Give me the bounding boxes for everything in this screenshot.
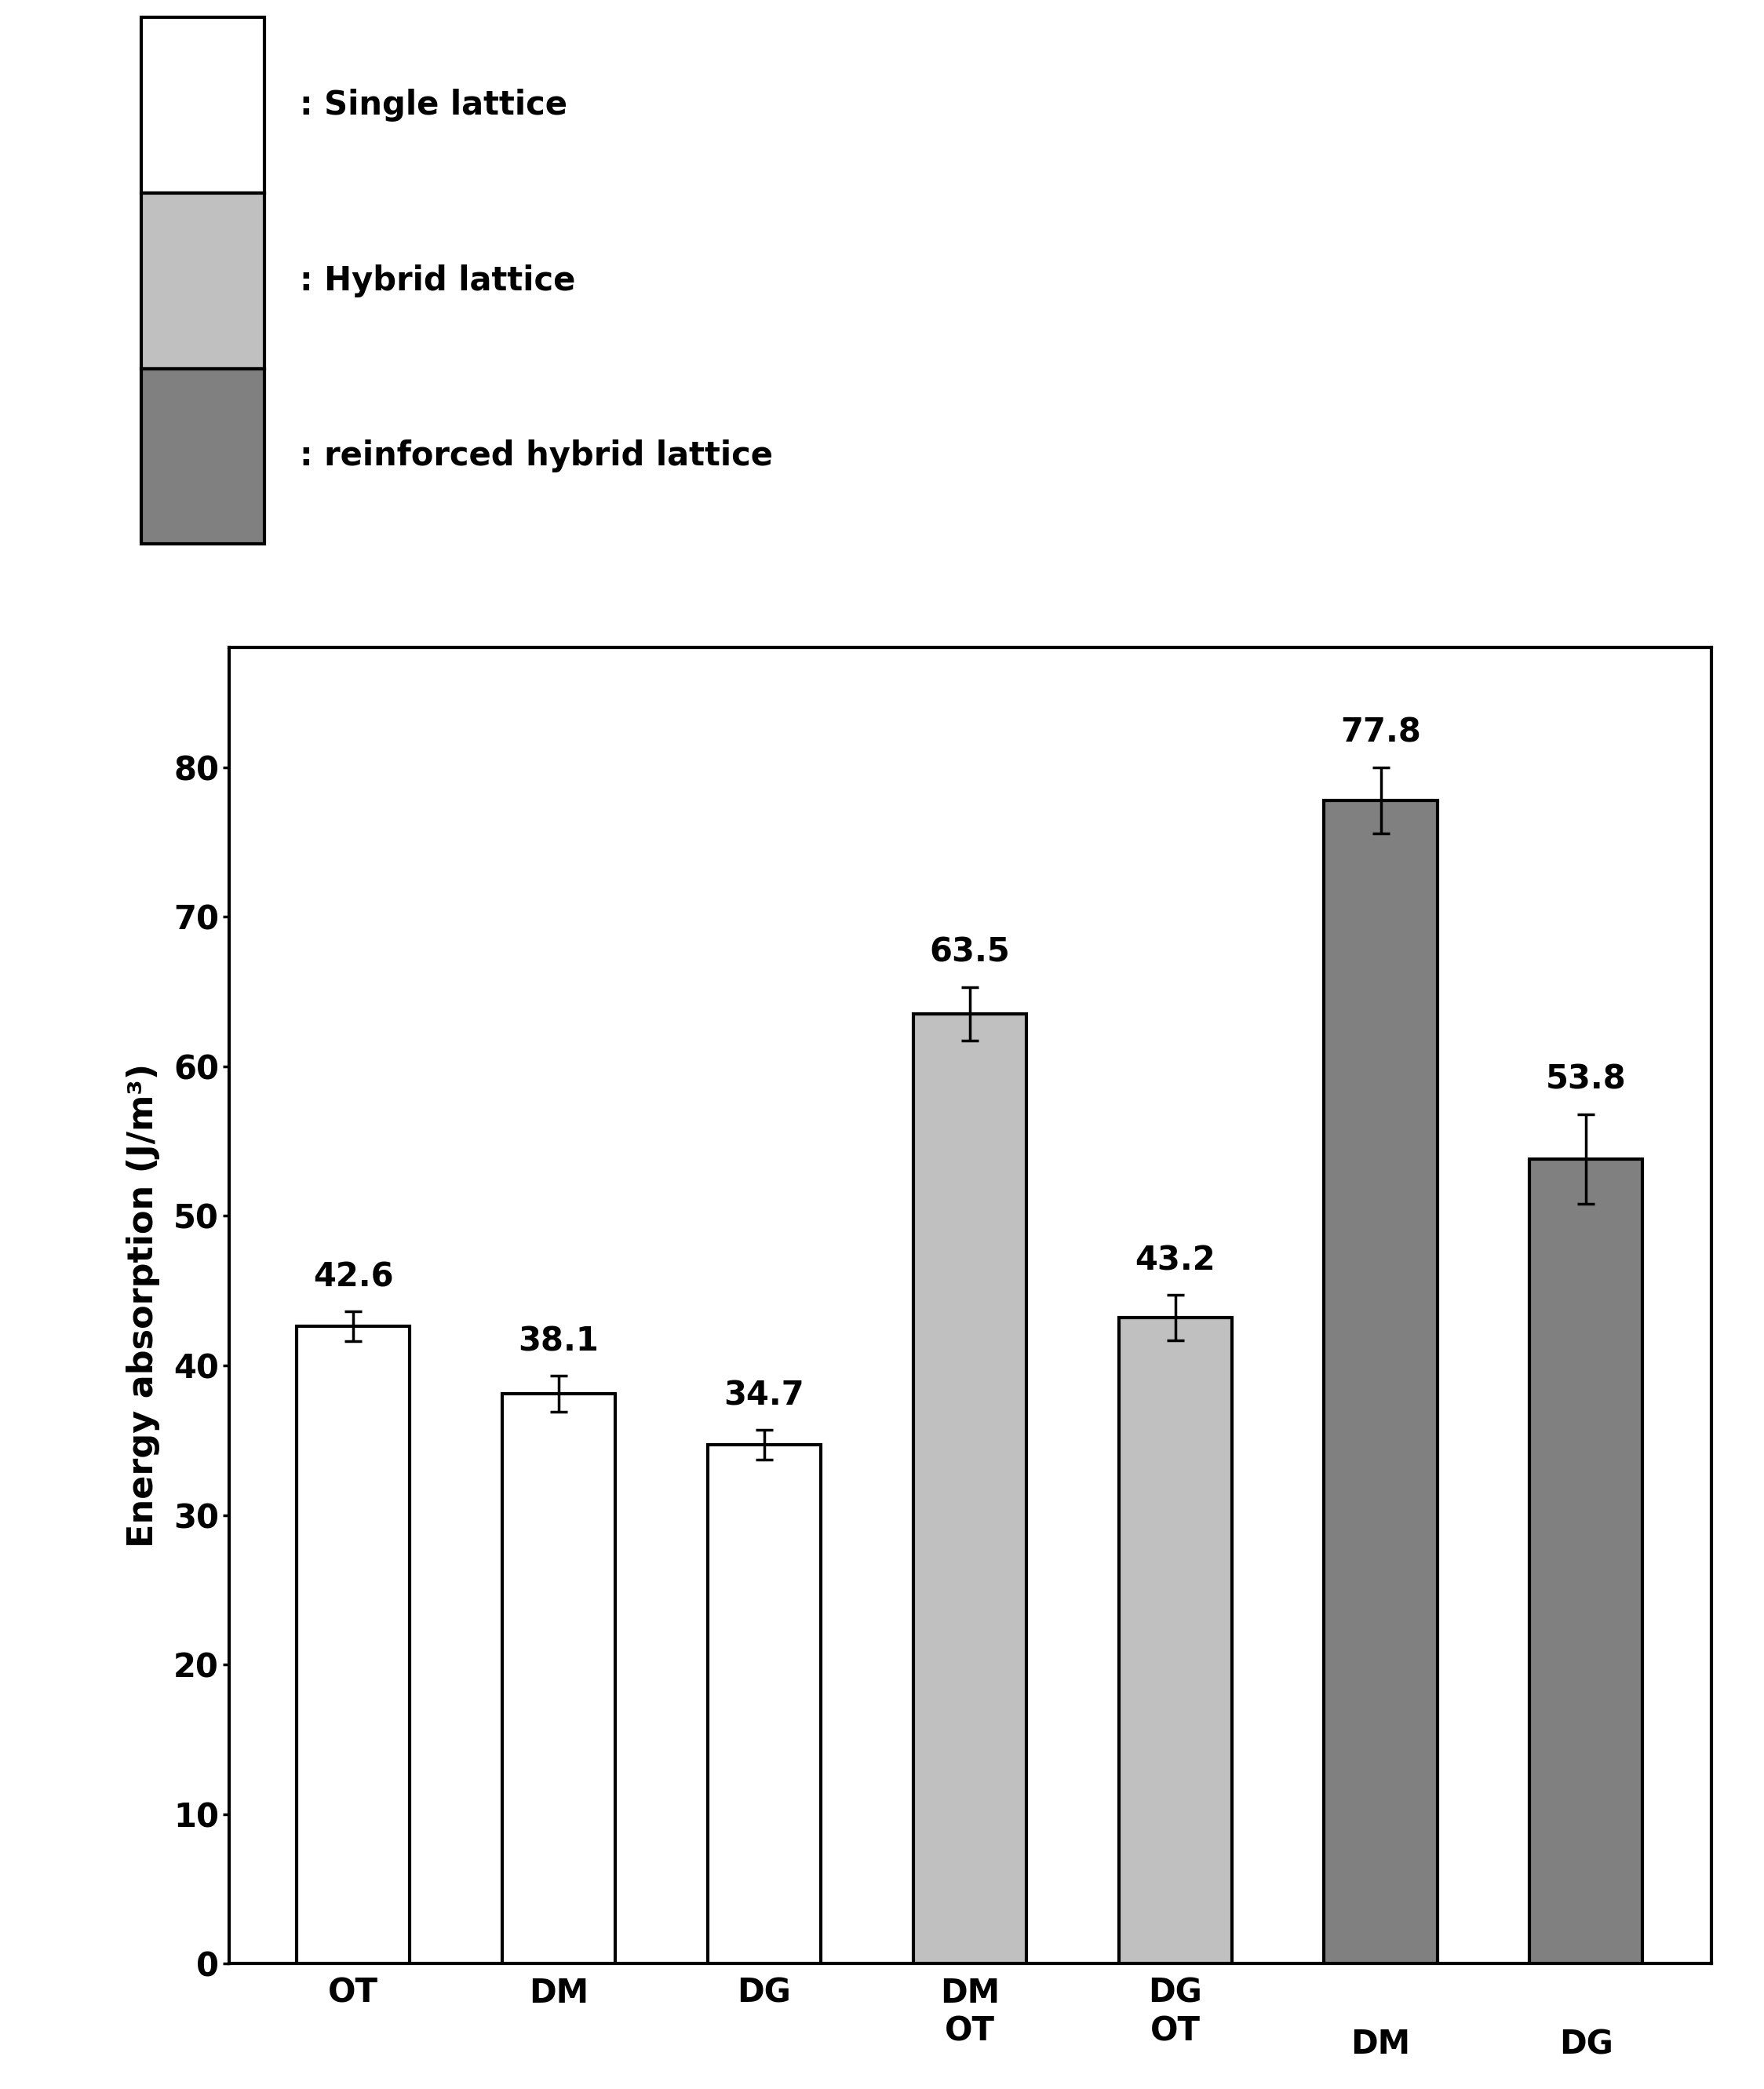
Bar: [914, 1013, 1027, 1964]
Text: 42.6: 42.6: [312, 1260, 393, 1293]
Bar: [707, 1446, 820, 1964]
FancyBboxPatch shape: [141, 368, 265, 543]
Text: 77.8: 77.8: [1341, 717, 1422, 750]
Bar: [1118, 1318, 1231, 1964]
Y-axis label: Energy absorption (J/m³): Energy absorption (J/m³): [127, 1063, 161, 1548]
Bar: [1529, 1159, 1642, 1964]
Text: 38.1: 38.1: [519, 1324, 600, 1358]
Bar: [296, 1327, 409, 1964]
Text: 63.5: 63.5: [930, 936, 1011, 969]
Bar: [503, 1393, 616, 1964]
FancyBboxPatch shape: [141, 192, 265, 368]
Text: : reinforced hybrid lattice: : reinforced hybrid lattice: [300, 441, 773, 472]
Text: DG: DG: [1559, 2028, 1614, 2062]
Text: 34.7: 34.7: [723, 1379, 804, 1412]
Text: : Hybrid lattice: : Hybrid lattice: [300, 265, 575, 297]
Bar: [1325, 800, 1438, 1964]
Text: 53.8: 53.8: [1545, 1063, 1626, 1097]
Text: 43.2: 43.2: [1134, 1245, 1215, 1276]
Text: DM: DM: [1351, 2028, 1411, 2062]
Text: : Single lattice: : Single lattice: [300, 90, 568, 121]
FancyBboxPatch shape: [141, 17, 265, 192]
